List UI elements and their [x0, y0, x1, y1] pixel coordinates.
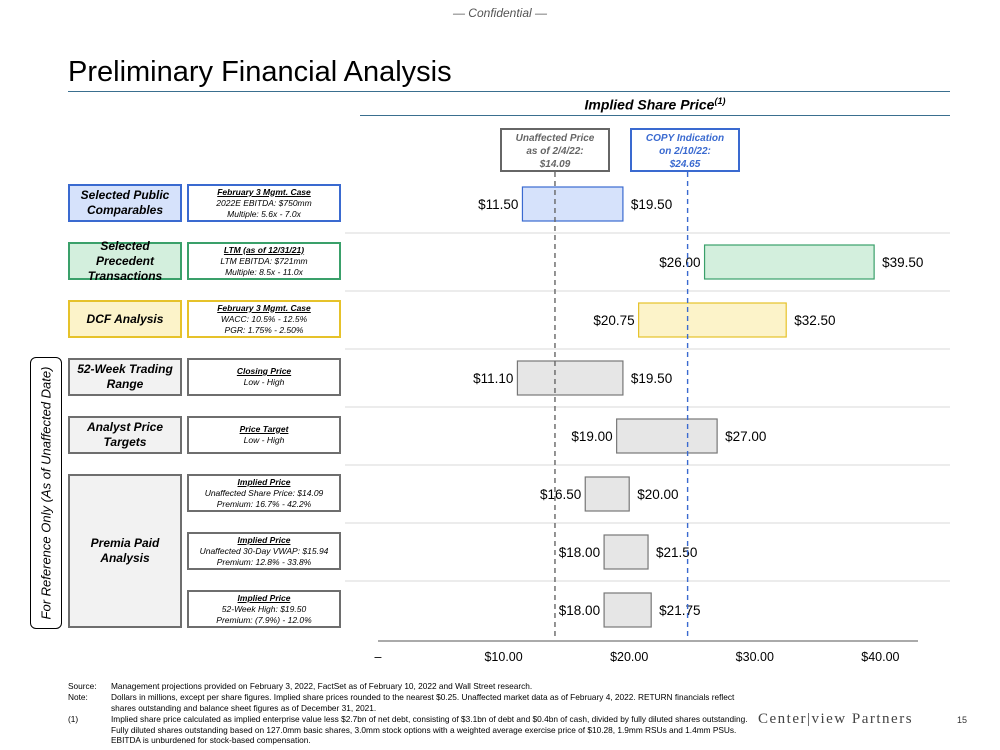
- title-divider: [68, 91, 950, 92]
- row-sublabel-title: February 3 Mgmt. Case: [217, 302, 311, 313]
- row-sublabel-line: Unaffected Share Price: $14.09: [204, 487, 324, 498]
- x-tick-label: $40.00: [861, 650, 899, 664]
- row-sublabel-line: Multiple: 8.5x - 11.0x: [225, 266, 303, 277]
- footnote-source-tag: Source:: [68, 681, 97, 691]
- high-value-label: $21.50: [656, 545, 697, 560]
- row-sublabel-line: 52-Week High: $19.50: [221, 603, 307, 614]
- high-value-label: $27.00: [725, 429, 766, 444]
- reference-only-label: For Reference Only (As of Unaffected Dat…: [38, 366, 54, 620]
- high-value-label: $39.50: [882, 255, 923, 270]
- row-sublabel-line: WACC: 10.5% - 12.5%: [220, 313, 308, 324]
- footnote-1-text: Implied share price calculated as implie…: [111, 714, 748, 745]
- low-value-label: $26.00: [659, 255, 700, 270]
- row-sublabel: LTM (as of 12/31/21) LTM EBITDA: $721mm Mu…: [187, 242, 341, 280]
- row-sublabel-line: Unaffected 30-Day VWAP: $15.94: [199, 545, 329, 556]
- page-title: Preliminary Financial Analysis: [68, 56, 452, 88]
- row-sublabel-line: Premium: (7.9%) - 12.0%: [216, 614, 312, 625]
- row-sublabel-line: Premium: 12.8% - 33.8%: [216, 556, 312, 567]
- range-bar: [603, 534, 649, 570]
- row-sublabel-title: Implied Price: [237, 476, 291, 487]
- low-value-label: $11.50: [478, 197, 518, 212]
- low-value-label: $20.75: [593, 313, 634, 328]
- row-sublabel-line: Premium: 16.7% - 42.2%: [216, 498, 312, 509]
- high-value-label: $32.50: [794, 313, 835, 328]
- row-label: Analyst Price Targets: [68, 416, 182, 454]
- row-label: 52-Week Trading Range: [68, 358, 182, 396]
- low-value-label: $11.10: [473, 371, 513, 386]
- row-sublabel-line: 2022E EBITDA: $750mm: [216, 197, 312, 208]
- reference-only-bracket: For Reference Only (As of Unaffected Dat…: [30, 357, 62, 629]
- row-label-premia: Premia Paid Analysis: [68, 474, 182, 628]
- footnote-1-tag: (1): [68, 714, 79, 724]
- range-bar: [703, 244, 875, 280]
- row-sublabel-title: LTM (as of 12/31/21): [223, 244, 305, 255]
- row-sublabel: Implied Price Unaffected Share Price: $14…: [187, 474, 341, 512]
- row-sublabel: February 3 Mgmt. Case WACC: 10.5% - 12.5%…: [187, 300, 341, 338]
- range-bar: [616, 418, 718, 454]
- high-value-label: $20.00: [637, 487, 678, 502]
- row-sublabel: Closing Price Low - High: [187, 358, 341, 396]
- unaffected-price-callout: Unaffected Price as of 2/4/22: $14.09: [500, 128, 610, 172]
- range-bar: [516, 360, 624, 396]
- range-bar: [603, 592, 652, 628]
- confidential-label: — Confidential —: [452, 6, 548, 20]
- row-sublabel-line: PGR: 1.75% - 2.50%: [224, 324, 304, 335]
- footnote-source-text: Management projections provided on Febru…: [111, 681, 533, 691]
- range-bar: [521, 186, 624, 222]
- high-value-label: $21.75: [659, 603, 700, 618]
- row-label: Selected Precedent Transactions: [68, 239, 182, 283]
- row-label: DCF Analysis: [68, 300, 182, 338]
- x-tick-label: –: [375, 650, 382, 664]
- row-sublabel-title: February 3 Mgmt. Case: [217, 186, 311, 197]
- row-sublabel: Price Target Low - High: [187, 416, 341, 454]
- low-value-label: $18.00: [559, 603, 600, 618]
- low-value-label: $16.50: [540, 487, 581, 502]
- row-sublabel-line: Multiple: 5.6x - 7.0x: [227, 208, 301, 219]
- row-sublabel-title: Price Target: [239, 424, 289, 434]
- indication-price-callout: COPY Indication on 2/10/22: $24.65: [630, 128, 740, 172]
- high-value-label: $19.50: [631, 371, 672, 386]
- company-logo: Center|view Partners: [758, 711, 914, 727]
- x-tick-label: $30.00: [736, 650, 774, 664]
- chart-header: Implied Share Price(1): [360, 93, 950, 116]
- low-value-label: $19.00: [571, 429, 612, 444]
- row-sublabel: Implied Price 52-Week High: $19.50 Premium…: [187, 590, 341, 628]
- x-tick-label: $10.00: [484, 650, 522, 664]
- range-bar: [638, 302, 787, 338]
- row-sublabel: Implied Price Unaffected 30-Day VWAP: $15…: [187, 532, 341, 570]
- page-number: 15: [957, 715, 968, 725]
- row-sublabel-line: Low - High: [243, 377, 285, 387]
- high-value-label: $19.50: [631, 197, 672, 212]
- row-sublabel-line: Low - High: [243, 435, 285, 445]
- chart-header-label: Implied Share Price(1): [584, 96, 726, 113]
- footnote-note-tag: Note:: [68, 692, 88, 702]
- row-label: Selected Public Comparables: [68, 184, 182, 222]
- row-sublabel-title: Closing Price: [236, 366, 292, 376]
- low-value-label: $18.00: [559, 545, 600, 560]
- row-sublabel-line: LTM EBITDA: $721mm: [220, 255, 308, 266]
- row-sublabel-title: Implied Price: [237, 592, 291, 603]
- row-sublabel-title: Implied Price: [237, 534, 291, 545]
- row-sublabel: February 3 Mgmt. Case 2022E EBITDA: $750m…: [187, 184, 341, 222]
- x-tick-label: $20.00: [610, 650, 648, 664]
- footnote-note-text: Dollars in millions, except per share fi…: [111, 692, 735, 713]
- range-bar: [584, 476, 630, 512]
